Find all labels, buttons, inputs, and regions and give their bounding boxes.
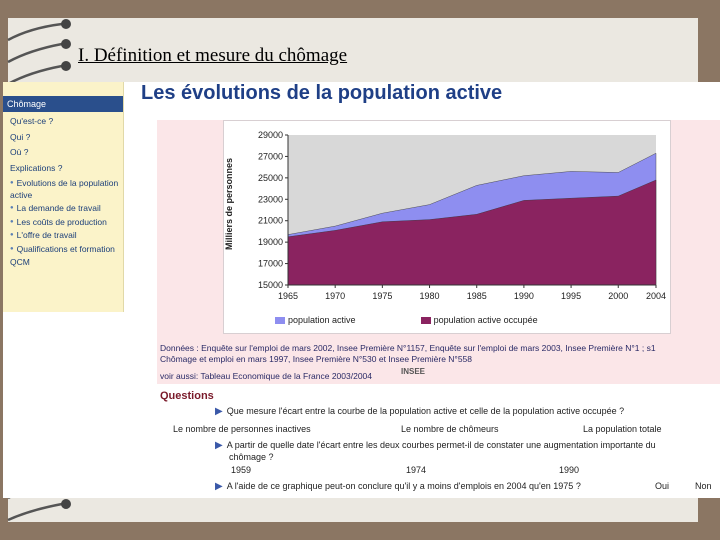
sidebar-header[interactable]: Chômage [3,96,123,112]
play-arrow-icon: ▶ [215,440,223,451]
x-tick-label: 1980 [420,291,440,301]
y-tick-label: 25000 [258,173,283,183]
x-tick-label: 1985 [467,291,487,301]
x-tick-label: 1975 [372,291,392,301]
source-line-1[interactable]: Données : Enquête sur l'emploi de mars 2… [160,343,656,353]
chart-container: Milliers de personnes 29000 27000 25000 230… [223,120,671,334]
play-arrow-icon: ▶ [215,406,223,417]
x-tick-label: 1965 [278,291,298,301]
legend-swatch-occupied [420,317,431,325]
chart-y-axis-label: Milliers de personnes [224,157,234,251]
x-tick-label: 1995 [561,291,581,301]
data-sources: Données : Enquête sur l'emploi de mars 2… [160,343,720,382]
question-2-text-line-1: A partir de quelle date l'écart entre le… [226,440,656,450]
question-3: ▶ A l'aide de ce graphique peut-on conclu… [215,481,581,492]
y-tick-label: 17000 [258,259,283,269]
sidebar-item-evolutions[interactable]: Evolutions de la population active [10,178,122,201]
sidebar-item-qui[interactable]: Qui ? [10,131,31,142]
y-tick-label: 27000 [258,151,283,161]
area-series-1 [287,179,657,286]
x-tick-label: 1970 [325,291,345,301]
insee-logo: INSEE [401,367,426,376]
web-page-frame: Chômage Qu'est-ce ? Qui ? Où ? Explicati… [3,82,720,498]
slide-title: I. Définition et mesure du chômage [78,45,348,66]
question-1: ▶ Que mesure l'écart entre la courbe de l… [215,406,624,417]
question-2: ▶ A partir de quelle date l'écart entre l… [215,440,656,451]
area-chart: 29000 27000 25000 23000 21000 19000 17000 15000… [258,130,666,301]
play-arrow-icon: ▶ [215,481,223,492]
q2-option-2[interactable]: 1974 [406,465,427,475]
x-tick-label: 2000 [608,291,628,301]
q3-option-1[interactable]: Oui [655,481,670,491]
q1-option-2[interactable]: Le nombre de chômeurs [401,424,499,434]
y-tick-label: 23000 [258,194,283,204]
legend-label-active: population active [288,315,356,325]
sidebar-item-ou[interactable]: Où ? [10,147,29,157]
sidebar: Chômage Qu'est-ce ? Qui ? Où ? Explicati… [3,82,124,312]
sidebar-item-offre-travail[interactable]: L'offre de travail [10,230,122,242]
x-tick-label: 2004 [646,291,666,301]
q3-option-2[interactable]: Non [695,481,712,491]
sidebar-item-demande-travail[interactable]: La demande de travail [10,203,122,215]
source-line-2[interactable]: Chômage et emploi en mars 1997, Insee Pr… [160,354,473,364]
chart-legend: population active population active occu… [275,315,538,325]
questions-title: Questions [160,390,214,402]
y-tick-label: 21000 [258,216,283,226]
q1-option-3[interactable]: La population totale [583,424,662,434]
sidebar-item-quest-ce[interactable]: Qu'est-ce ? [10,116,54,126]
q2-option-1[interactable]: 1959 [231,465,252,475]
y-tick-label: 29000 [258,130,283,140]
x-tick-label: 1990 [514,291,534,301]
sidebar-item-qualifications[interactable]: Qualifications et formation [10,244,122,256]
page-heading: Les évolutions de la population active [141,82,503,104]
sidebar-item-qcm[interactable]: QCM [10,257,30,267]
sidebar-item-explications[interactable]: Explications ? [10,162,63,173]
question-3-text: A l'aide de ce graphique peut-on conclur… [226,481,581,491]
legend-swatch-active [275,317,285,325]
question-2-text-line-2: chômage ? [229,452,274,462]
q2-option-3[interactable]: 1990 [559,465,580,475]
q1-option-1[interactable]: Le nombre de personnes inactives [173,424,311,434]
legend-label-occupied: population active occupée [433,315,538,325]
question-1-text: Que mesure l'écart entre la courbe de la… [226,406,625,416]
y-tick-label: 15000 [258,280,283,290]
sidebar-item-couts-production[interactable]: Les coûts de production [10,217,122,229]
source-line-3[interactable]: voir aussi: Tableau Economique de la Fra… [160,371,373,381]
y-tick-label: 19000 [258,237,283,247]
sidebar-list: Qu'est-ce ? Qui ? Où ? Explications ? Ev… [10,116,122,273]
